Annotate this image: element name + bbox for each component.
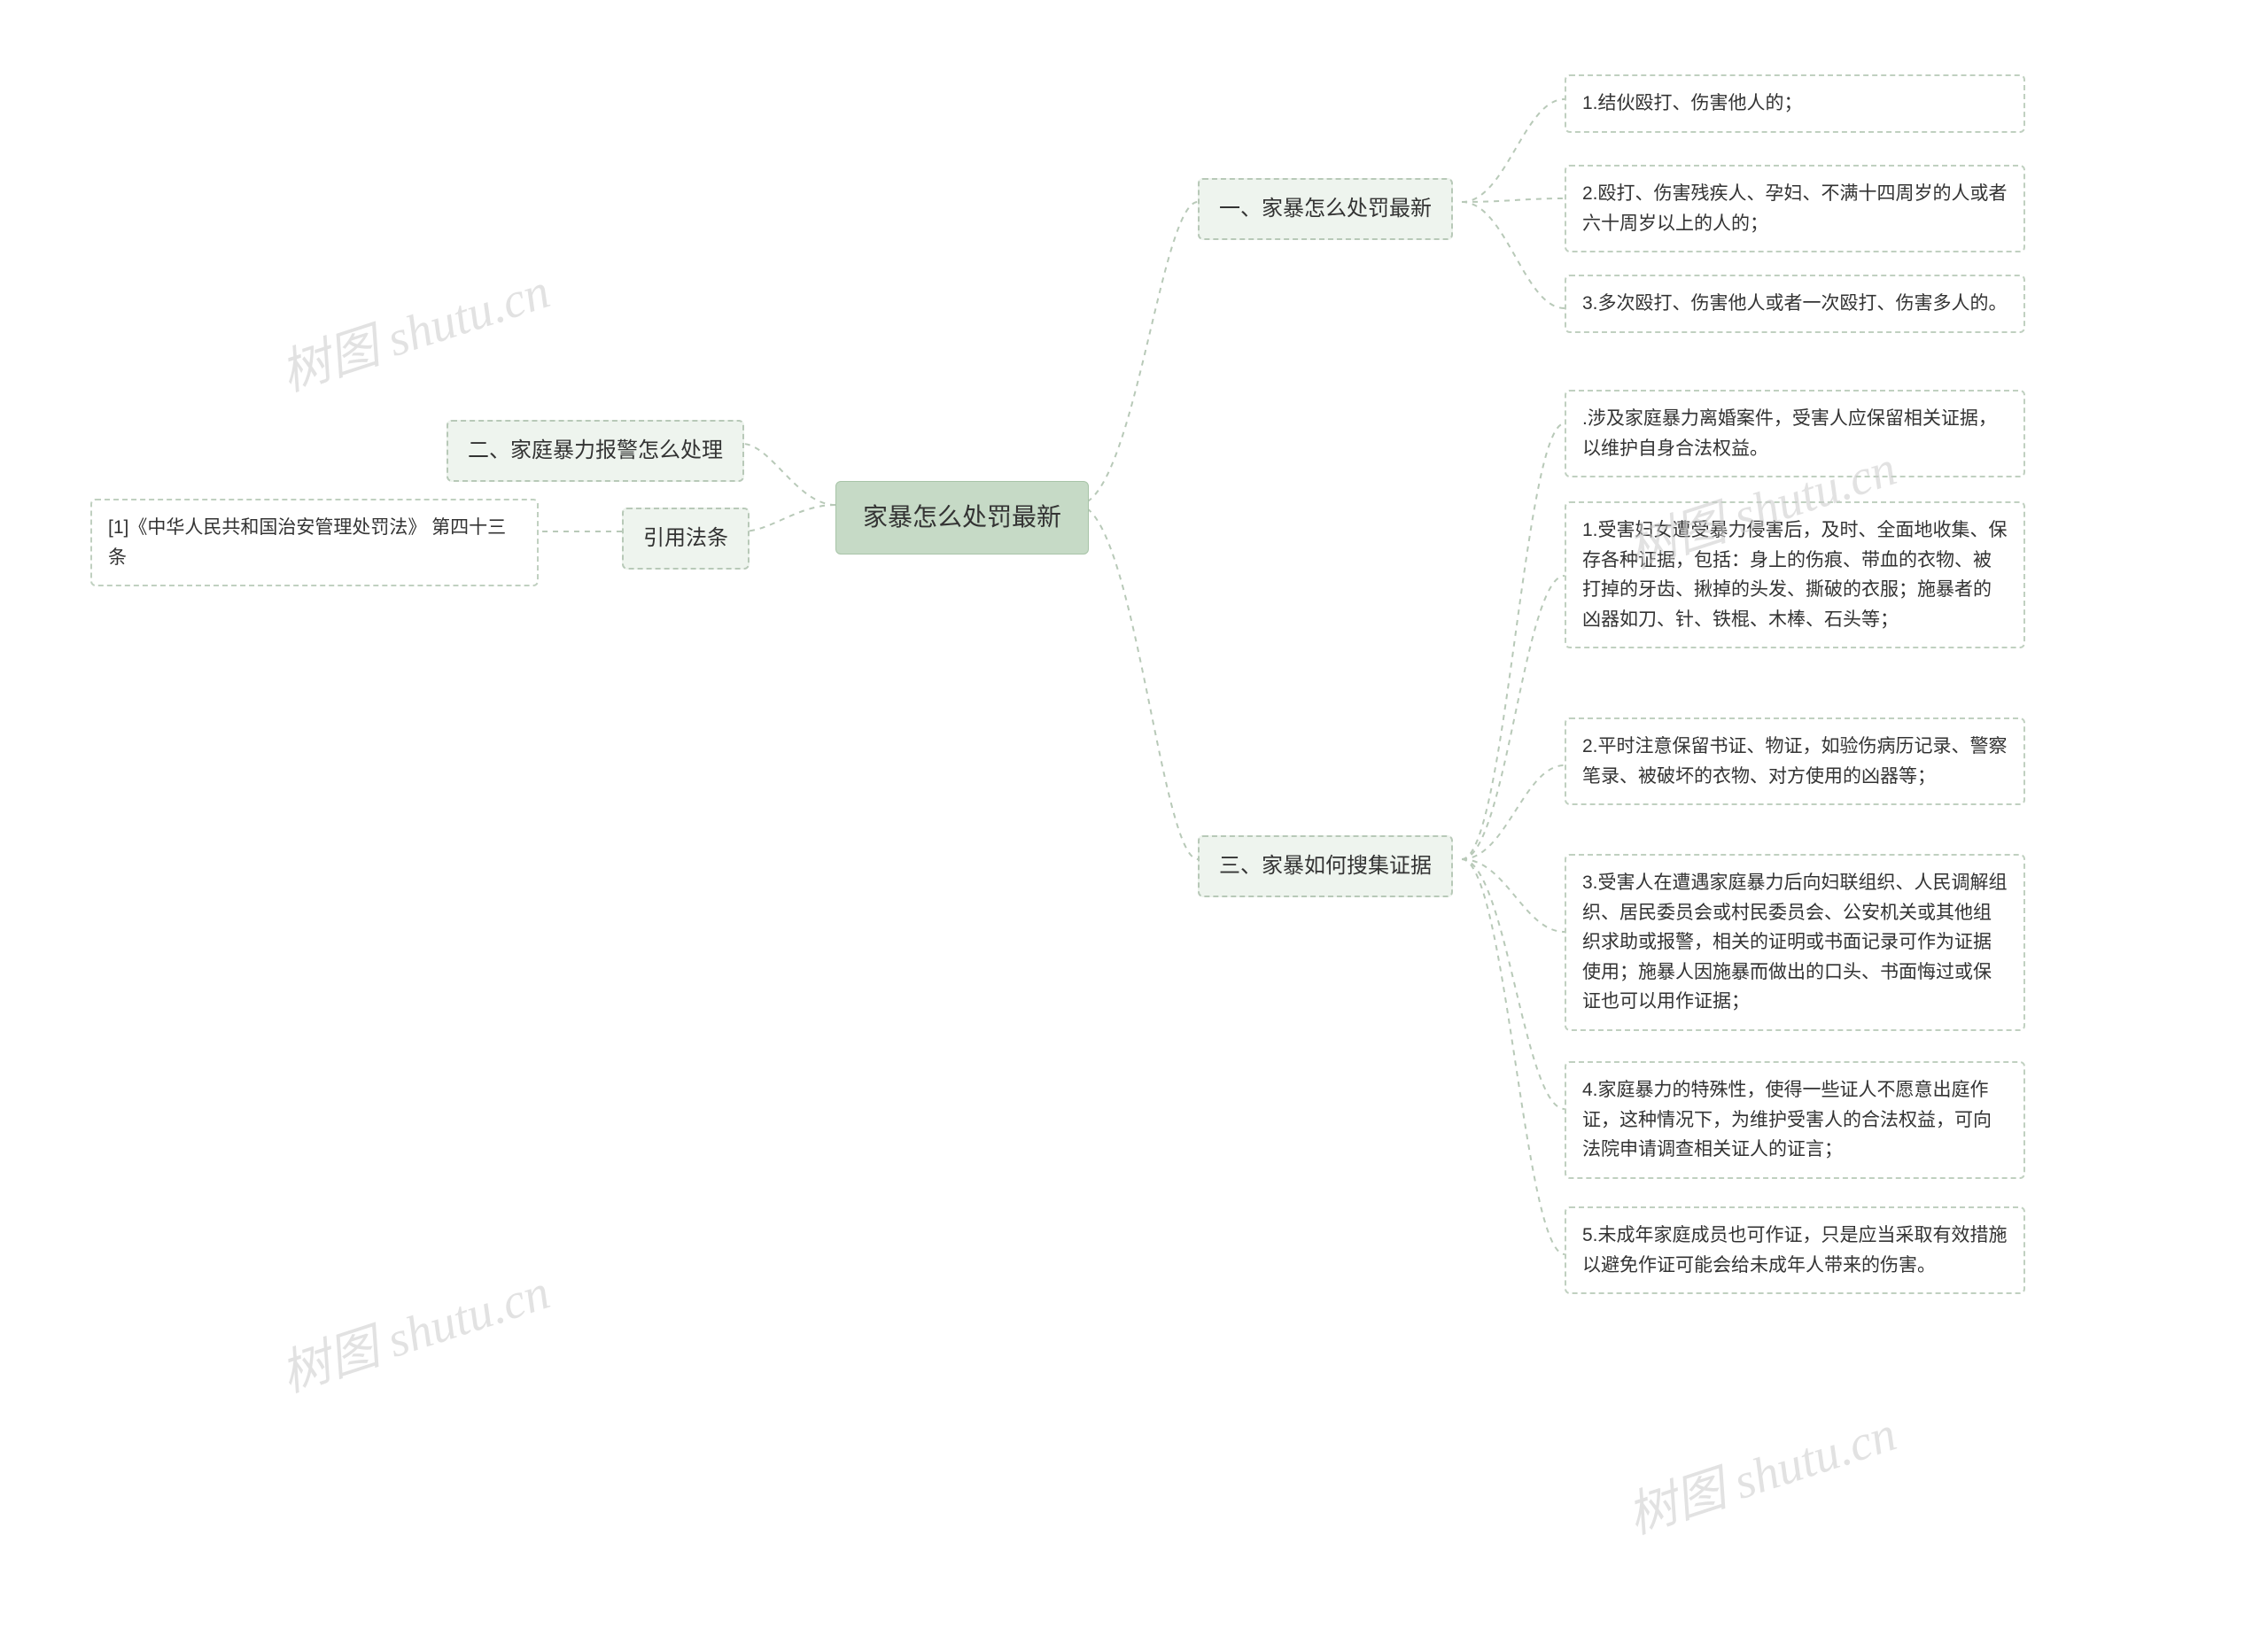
rb3-leaf-1[interactable]: 1.受害妇女遭受暴力侵害后，及时、全面地收集、保存各种证据，包括：身上的伤痕、带… xyxy=(1565,501,2025,648)
rb1-leaf-3-label: 3.多次殴打、伤害他人或者一次殴打、伤害多人的。 xyxy=(1582,293,2008,314)
rb3-leaf-5-label: 5.未成年家庭成员也可作证，只是应当采取有效措施以避免作证可能会给未成年人带来的… xyxy=(1582,1225,2008,1276)
left-leaf-citation[interactable]: [1]《中华人民共和国治安管理处罚法》 第四十三条 xyxy=(90,499,539,586)
left-branch-1[interactable]: 二、家庭暴力报警怎么处理 xyxy=(447,420,744,482)
right-branch-3[interactable]: 三、家暴如何搜集证据 xyxy=(1198,835,1453,897)
left-branch-1-label: 二、家庭暴力报警怎么处理 xyxy=(468,438,723,462)
rb3-leaf-1-label: 1.受害妇女遭受暴力侵害后，及时、全面地收集、保存各种证据，包括：身上的伤痕、带… xyxy=(1582,520,2008,630)
right-branch-1[interactable]: 一、家暴怎么处罚最新 xyxy=(1198,178,1453,240)
watermark-3: 树图 shutu.cn xyxy=(270,1252,557,1406)
rb3-leaf-2-label: 2.平时注意保留书证、物证，如验伤病历记录、警察笔录、被破坏的衣物、对方使用的凶… xyxy=(1582,736,2008,787)
rb3-leaf-0[interactable]: .涉及家庭暴力离婚案件，受害人应保留相关证据，以维护自身合法权益。 xyxy=(1565,390,2025,477)
mindmap-canvas: 家暴怎么处罚最新 二、家庭暴力报警怎么处理 引用法条 [1]《中华人民共和国治安… xyxy=(0,0,2268,1644)
rb3-leaf-0-label: .涉及家庭暴力离婚案件，受害人应保留相关证据，以维护自身合法权益。 xyxy=(1582,408,1997,459)
left-branch-2-label: 引用法条 xyxy=(643,526,728,550)
rb3-leaf-2[interactable]: 2.平时注意保留书证、物证，如验伤病历记录、警察笔录、被破坏的衣物、对方使用的凶… xyxy=(1565,717,2025,805)
rb1-leaf-3[interactable]: 3.多次殴打、伤害他人或者一次殴打、伤害多人的。 xyxy=(1565,275,2025,333)
rb3-leaf-4-label: 4.家庭暴力的特殊性，使得一些证人不愿意出庭作证，这种情况下，为维护受害人的合法… xyxy=(1582,1080,1992,1159)
rb1-leaf-1-label: 1.结伙殴打、伤害他人的； xyxy=(1582,93,1803,113)
watermark-4: 树图 shutu.cn xyxy=(1617,1393,1904,1547)
rb1-leaf-2[interactable]: 2.殴打、伤害残疾人、孕妇、不满十四周岁的人或者六十周岁以上的人的； xyxy=(1565,165,2025,252)
watermark-1: 树图 shutu.cn xyxy=(270,251,557,405)
rb1-leaf-1[interactable]: 1.结伙殴打、伤害他人的； xyxy=(1565,74,2025,133)
rb3-leaf-5[interactable]: 5.未成年家庭成员也可作证，只是应当采取有效措施以避免作证可能会给未成年人带来的… xyxy=(1565,1206,2025,1294)
right-branch-1-label: 一、家暴怎么处罚最新 xyxy=(1219,197,1432,221)
rb1-leaf-2-label: 2.殴打、伤害残疾人、孕妇、不满十四周岁的人或者六十周岁以上的人的； xyxy=(1582,183,2008,234)
rb3-leaf-3[interactable]: 3.受害人在遭遇家庭暴力后向妇联组织、人民调解组织、居民委员会或村民委员会、公安… xyxy=(1565,854,2025,1031)
root-node[interactable]: 家暴怎么处罚最新 xyxy=(835,481,1089,554)
right-branch-3-label: 三、家暴如何搜集证据 xyxy=(1219,854,1432,878)
rb3-leaf-4[interactable]: 4.家庭暴力的特殊性，使得一些证人不愿意出庭作证，这种情况下，为维护受害人的合法… xyxy=(1565,1061,2025,1179)
left-branch-2[interactable]: 引用法条 xyxy=(622,508,750,570)
left-leaf-citation-label: [1]《中华人民共和国治安管理处罚法》 第四十三条 xyxy=(108,517,506,568)
rb3-leaf-3-label: 3.受害人在遭遇家庭暴力后向妇联组织、人民调解组织、居民委员会或村民委员会、公安… xyxy=(1582,872,2008,1012)
root-label: 家暴怎么处罚最新 xyxy=(863,503,1061,531)
